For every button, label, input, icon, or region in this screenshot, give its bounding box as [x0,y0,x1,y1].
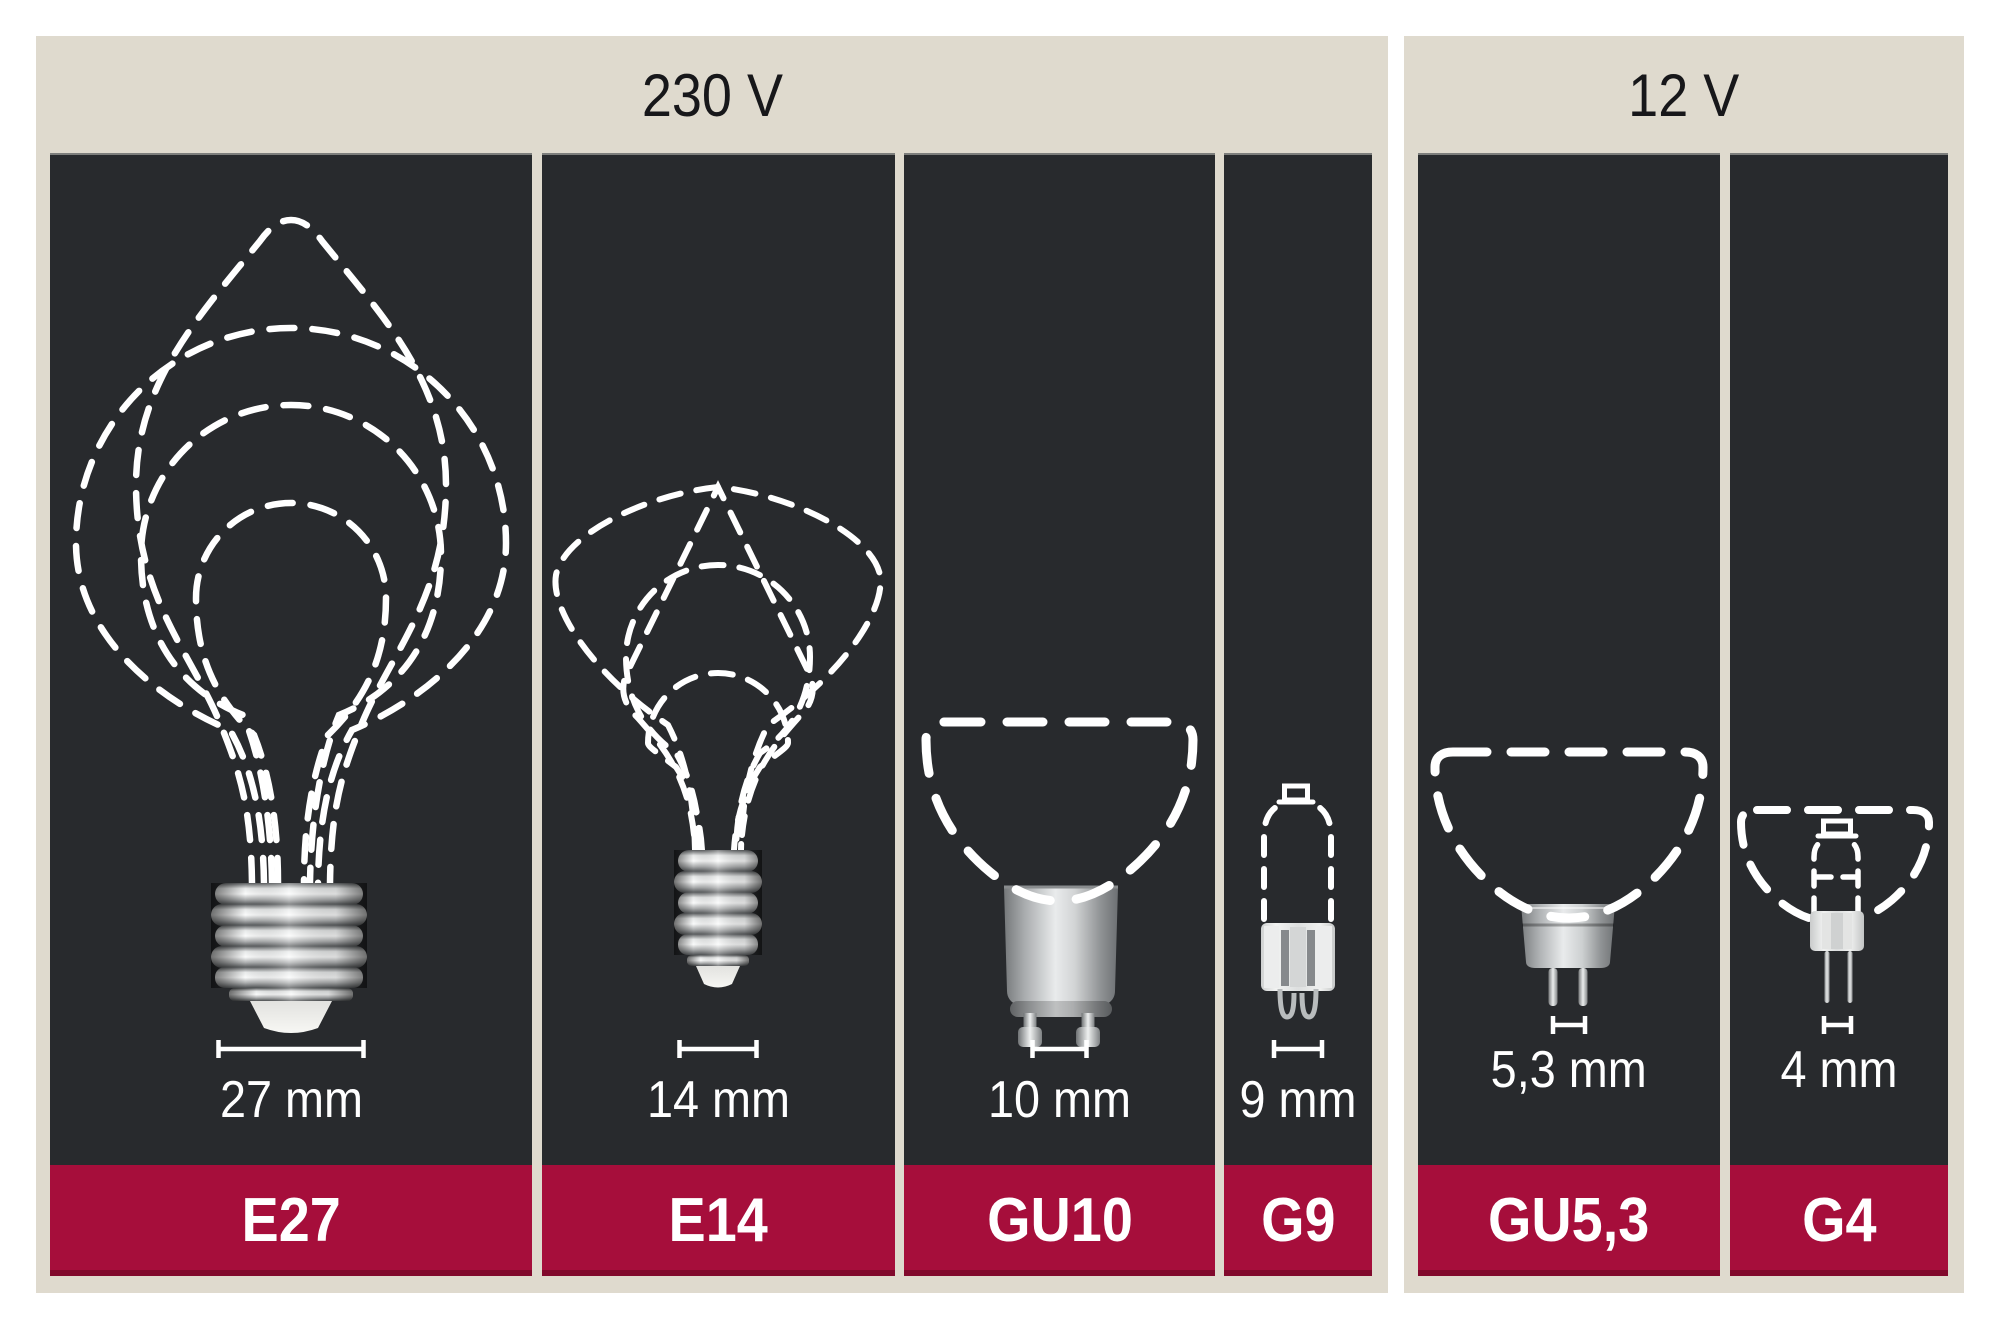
e14-measure-bracket [677,1040,759,1058]
gu53-metal-base [1521,904,1615,1006]
voltage-12v-text: 12 V [1628,62,1740,129]
gu10-socket-text: GU10 [986,1186,1133,1255]
gu10-spot-outline-icon [921,717,1198,1058]
gu53-measure-bracket [1550,1016,1588,1034]
voltage-230v-label: 230 V [36,36,1388,155]
g4-socket-bar: G4 [1730,1165,1948,1276]
e27-measure-bracket [216,1040,366,1058]
e27-screw-base [211,883,367,1033]
column-g9: 9 mm G9 [1224,153,1372,1276]
e14-dashed-shapes [552,480,884,853]
g9-capsule-outline-icon [1261,783,1335,1058]
g4-socket-text: G4 [1801,1186,1877,1255]
e14-bulb-outlines-icon [552,480,884,1058]
e27-dashed-shapes [72,216,510,887]
g4-measure-bracket [1821,1016,1854,1034]
g9-socket-bar: G9 [1224,1165,1372,1276]
g4-dashed-head [1736,806,1934,927]
column-e14: 14 mm E14 [542,153,895,1276]
g9-measure-bracket [1271,1040,1325,1058]
gu53-socket-text: GU5,3 [1488,1186,1650,1255]
g4-dashed-capsule [1811,818,1861,916]
g4-glass-base [1810,911,1864,1003]
gu10-dashed-head [921,717,1198,906]
e14-size-label: 14 mm [646,1071,791,1129]
e27-bulb-outlines-icon [72,216,510,1058]
gu10-metal-base [1004,885,1118,1047]
gu10-socket-bar: GU10 [904,1165,1215,1276]
panel-230v: 230 V [36,36,1388,1293]
gu53-size-label: 5,3 mm [1490,1041,1648,1099]
voltage-12v-label: 12 V [1404,36,1964,155]
gu10-measure-bracket [1030,1040,1089,1058]
column-gu53: 5,3 mm GU5,3 [1418,153,1720,1276]
e14-socket-text: E14 [668,1186,769,1255]
e27-socket-bar: E27 [50,1165,532,1276]
gu53-socket-bar: GU5,3 [1418,1165,1720,1276]
e27-socket-text: E27 [241,1186,341,1255]
e27-size-label: 27 mm [219,1071,363,1129]
gu53-spot-outline-icon [1430,747,1708,1034]
voltage-230v-text: 230 V [641,62,783,129]
e14-socket-bar: E14 [542,1165,895,1276]
g9-dashed-capsule [1261,783,1334,922]
column-g4: 4 mm G4 [1730,153,1948,1276]
gu10-size-label: 10 mm [987,1071,1132,1129]
g9-socket-text: G9 [1260,1186,1336,1255]
column-e27: 27 mm E27 [50,153,532,1276]
g4-capsule-outline-icon [1736,806,1934,1034]
gu53-dashed-head [1430,747,1708,923]
e14-screw-base [674,850,762,988]
g9-glass-base [1261,923,1335,1020]
panel-12v: 12 V [1404,36,1964,1293]
g4-size-label: 4 mm [1780,1041,1898,1099]
g9-size-label: 9 mm [1239,1071,1357,1129]
column-gu10: 10 mm GU10 [904,153,1215,1276]
